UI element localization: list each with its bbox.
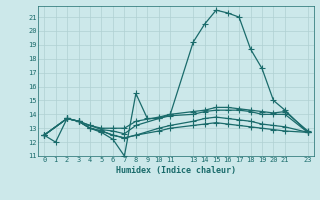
X-axis label: Humidex (Indice chaleur): Humidex (Indice chaleur): [116, 166, 236, 175]
